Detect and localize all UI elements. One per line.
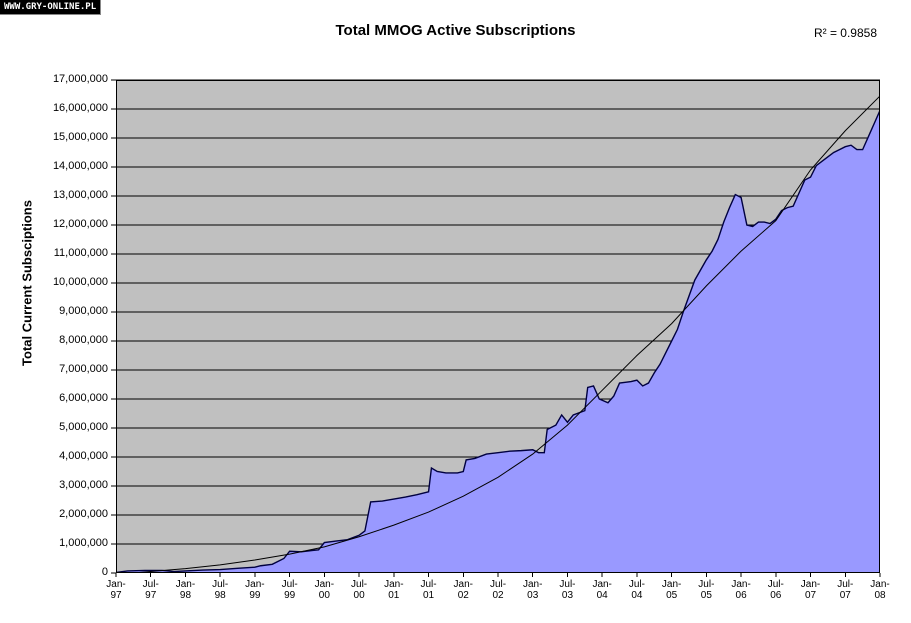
x-tick-year: 02 [492, 590, 504, 601]
chart-title: Total MMOG Active Subscriptions [335, 22, 576, 39]
x-axis-tick-label: Jan- 08 [860, 579, 900, 601]
x-tick-year: 99 [249, 590, 261, 601]
x-tick-year: 98 [214, 590, 226, 601]
x-tick-year: 01 [388, 590, 400, 601]
x-tick-year: 98 [179, 590, 192, 601]
x-tick-year: 07 [804, 590, 817, 601]
x-tick-month: Jul- [420, 579, 437, 590]
x-tick-month: Jul- [351, 579, 368, 590]
plot-area [111, 79, 881, 577]
y-axis-tick-label: 16,000,000 [52, 102, 108, 114]
x-axis-tick-label: Jul- 97 [131, 579, 171, 601]
y-axis-tick-label: 15,000,000 [52, 131, 108, 143]
y-axis-tick-label: 2,000,000 [59, 508, 108, 520]
x-axis-tick-label: Jan- 04 [582, 579, 622, 601]
x-tick-year: 03 [561, 590, 574, 601]
x-axis-tick-label: Jan- 99 [235, 579, 275, 601]
x-tick-year: 03 [527, 590, 539, 601]
y-axis-tick-label: 10,000,000 [52, 276, 108, 288]
x-axis-tick-label: Jan- 06 [721, 579, 761, 601]
y-axis-tick-label: 5,000,000 [59, 421, 108, 433]
y-axis-tick-label: 14,000,000 [52, 160, 108, 172]
x-tick-year: 00 [318, 590, 330, 601]
x-tick-month: Jan- [314, 579, 335, 590]
x-axis-tick-label: Jul- 03 [547, 579, 587, 601]
x-tick-month: Jan- [592, 579, 612, 590]
x-axis-tick-label: Jul- 05 [686, 579, 726, 601]
x-tick-month: Jan- [453, 579, 473, 590]
y-axis-tick-label: 13,000,000 [52, 189, 108, 201]
x-axis-tick-label: Jan- 98 [165, 579, 205, 601]
x-axis-tick-label: Jul- 99 [270, 579, 310, 601]
x-tick-month: Jul- [837, 579, 854, 590]
x-tick-month: Jul- [212, 579, 229, 590]
x-tick-year: 97 [145, 590, 157, 601]
x-tick-month: Jul- [767, 579, 784, 590]
x-tick-month: Jul- [559, 579, 576, 590]
y-axis-tick-labels: 17,000,000 16,000,000 15,000,000 14,000,000… [0, 0, 108, 623]
y-axis-tick-label: 8,000,000 [59, 334, 108, 346]
x-tick-year: 05 [700, 590, 712, 601]
x-tick-month: Jan- [800, 579, 821, 590]
x-tick-month: Jan- [384, 579, 404, 590]
x-tick-month: Jan- [870, 579, 890, 590]
x-tick-month: Jul- [281, 579, 298, 590]
x-tick-month: Jul- [698, 579, 715, 590]
x-tick-year: 00 [353, 590, 365, 601]
x-tick-year: 08 [874, 590, 886, 601]
x-axis-tick-label: Jul- 01 [409, 579, 449, 601]
x-tick-year: 04 [596, 590, 608, 601]
x-axis-tick-label: Jan- 00 [304, 579, 344, 601]
watermark-badge: WWW.GRY-ONLINE.PL [0, 0, 102, 15]
plot-border [116, 80, 880, 573]
y-axis-tick-label: 7,000,000 [59, 363, 108, 375]
x-tick-year: 01 [422, 590, 435, 601]
trend-line [127, 95, 880, 573]
x-axis-tick-label: Jan- 05 [652, 579, 692, 601]
x-axis-tick-label: Jul- 02 [478, 579, 518, 601]
x-axis-tick-label: Jul- 07 [825, 579, 865, 601]
y-axis-tick-label: 17,000,000 [52, 73, 108, 85]
y-axis-tick-label: 3,000,000 [59, 479, 108, 491]
x-axis-tick-label: Jan- 03 [513, 579, 553, 601]
x-axis-tick-label: Jan- 01 [374, 579, 414, 601]
x-axis-tick-label: Jan- 97 [96, 579, 136, 601]
x-tick-month: Jul- [628, 579, 645, 590]
x-axis-tick-label: Jan- 02 [443, 579, 483, 601]
y-axis-tick-label: 1,000,000 [59, 537, 108, 549]
x-tick-month: Jan- [245, 579, 265, 590]
y-axis-tick-label: 9,000,000 [59, 305, 108, 317]
subscriptions-area-outline [116, 110, 880, 573]
x-tick-year: 07 [839, 590, 851, 601]
x-tick-month: Jan- [106, 579, 126, 590]
x-axis-tick-label: Jul- 04 [617, 579, 657, 601]
x-tick-year: 02 [457, 590, 469, 601]
x-tick-month: Jan- [522, 579, 543, 590]
x-tick-year: 06 [735, 590, 747, 601]
x-tick-year: 06 [770, 590, 782, 601]
x-tick-month: Jul- [489, 579, 507, 590]
x-axis-tick-label: Jul- 98 [200, 579, 240, 601]
y-axis-tick-label: 12,000,000 [52, 218, 108, 230]
x-axis-tick-label: Jan- 07 [791, 579, 831, 601]
y-axis-tick-label: 0 [101, 566, 108, 578]
y-axis-tick-label: 6,000,000 [59, 392, 108, 404]
x-tick-month: Jan- [661, 579, 682, 590]
x-tick-year: 97 [110, 590, 122, 601]
chart-svg [111, 79, 881, 577]
subscriptions-area [116, 110, 880, 573]
x-tick-year: 99 [284, 590, 296, 601]
x-tick-month: Jul- [142, 579, 159, 590]
x-axis-tick-label: Jul- 06 [756, 579, 796, 601]
x-tick-month: Jan- [731, 579, 751, 590]
y-axis-tick-label: 11,000,000 [53, 247, 108, 259]
y-axis-tick-label: 4,000,000 [59, 450, 108, 462]
r-squared-annotation: R² = 0.9858 [813, 26, 877, 40]
x-tick-year: 04 [631, 590, 643, 601]
x-axis-tick-label: Jul- 00 [339, 579, 379, 601]
x-tick-month: Jan- [175, 579, 196, 590]
x-tick-year: 05 [666, 590, 678, 601]
